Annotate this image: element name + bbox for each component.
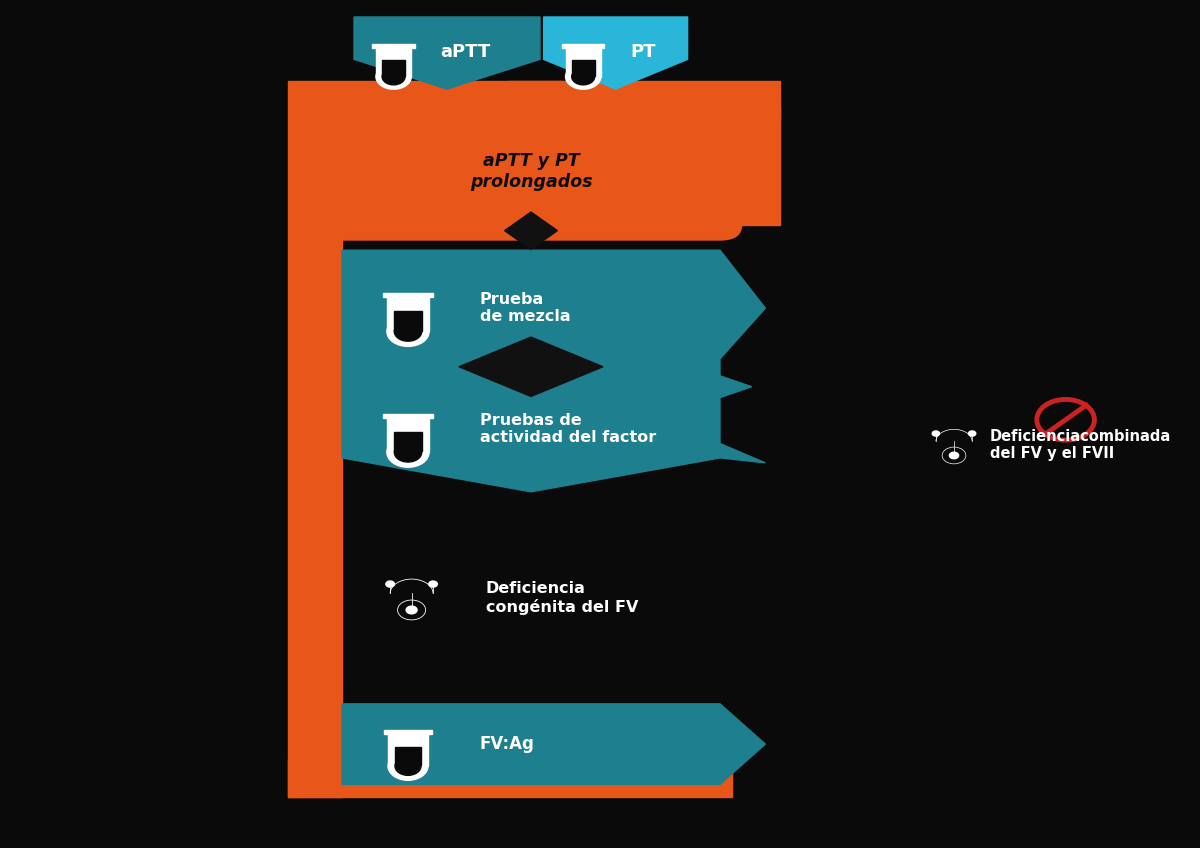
Bar: [395, 432, 421, 451]
Bar: [395, 747, 421, 765]
Polygon shape: [504, 212, 557, 249]
Circle shape: [395, 443, 421, 462]
Polygon shape: [342, 250, 766, 492]
Circle shape: [395, 757, 421, 775]
Polygon shape: [544, 17, 688, 89]
Bar: [388, 733, 428, 767]
Circle shape: [949, 452, 959, 459]
Text: aPTT: aPTT: [440, 42, 491, 60]
Bar: [288, 759, 732, 797]
Text: Deficienciacombinada
del FV y el FVII: Deficienciacombinada del FV y el FVII: [990, 429, 1171, 461]
Bar: [384, 729, 432, 734]
Text: Prueba
de mezcla: Prueba de mezcla: [480, 292, 571, 325]
Bar: [383, 414, 433, 418]
Text: Pruebas de
actividad del factor: Pruebas de actividad del factor: [480, 413, 656, 445]
Polygon shape: [354, 17, 540, 89]
Text: Deficiencia
congénita del FV: Deficiencia congénita del FV: [486, 581, 638, 615]
Circle shape: [571, 69, 595, 85]
Polygon shape: [342, 704, 766, 784]
Bar: [386, 297, 430, 332]
Bar: [386, 417, 430, 452]
Circle shape: [386, 316, 430, 347]
Bar: [288, 81, 780, 119]
Polygon shape: [458, 337, 602, 397]
Text: aPTT y PT
prolongados: aPTT y PT prolongados: [469, 153, 593, 191]
Circle shape: [376, 64, 412, 89]
FancyBboxPatch shape: [320, 103, 742, 240]
Bar: [726, 108, 780, 225]
Bar: [562, 44, 605, 48]
Circle shape: [388, 752, 428, 780]
Text: PT: PT: [630, 42, 655, 60]
Bar: [372, 44, 415, 48]
Circle shape: [395, 321, 421, 341]
Bar: [383, 293, 433, 298]
Circle shape: [386, 438, 430, 467]
Circle shape: [968, 431, 976, 436]
Text: FV:Ag: FV:Ag: [480, 735, 535, 753]
Circle shape: [386, 581, 395, 587]
Bar: [288, 119, 342, 797]
Circle shape: [382, 69, 406, 85]
Bar: [395, 311, 421, 331]
Bar: [509, 81, 563, 89]
Circle shape: [565, 64, 601, 89]
Bar: [571, 60, 595, 76]
Bar: [382, 60, 406, 76]
Circle shape: [428, 581, 437, 587]
Bar: [565, 47, 601, 77]
Circle shape: [406, 606, 418, 614]
Bar: [376, 47, 412, 77]
Circle shape: [932, 431, 940, 436]
